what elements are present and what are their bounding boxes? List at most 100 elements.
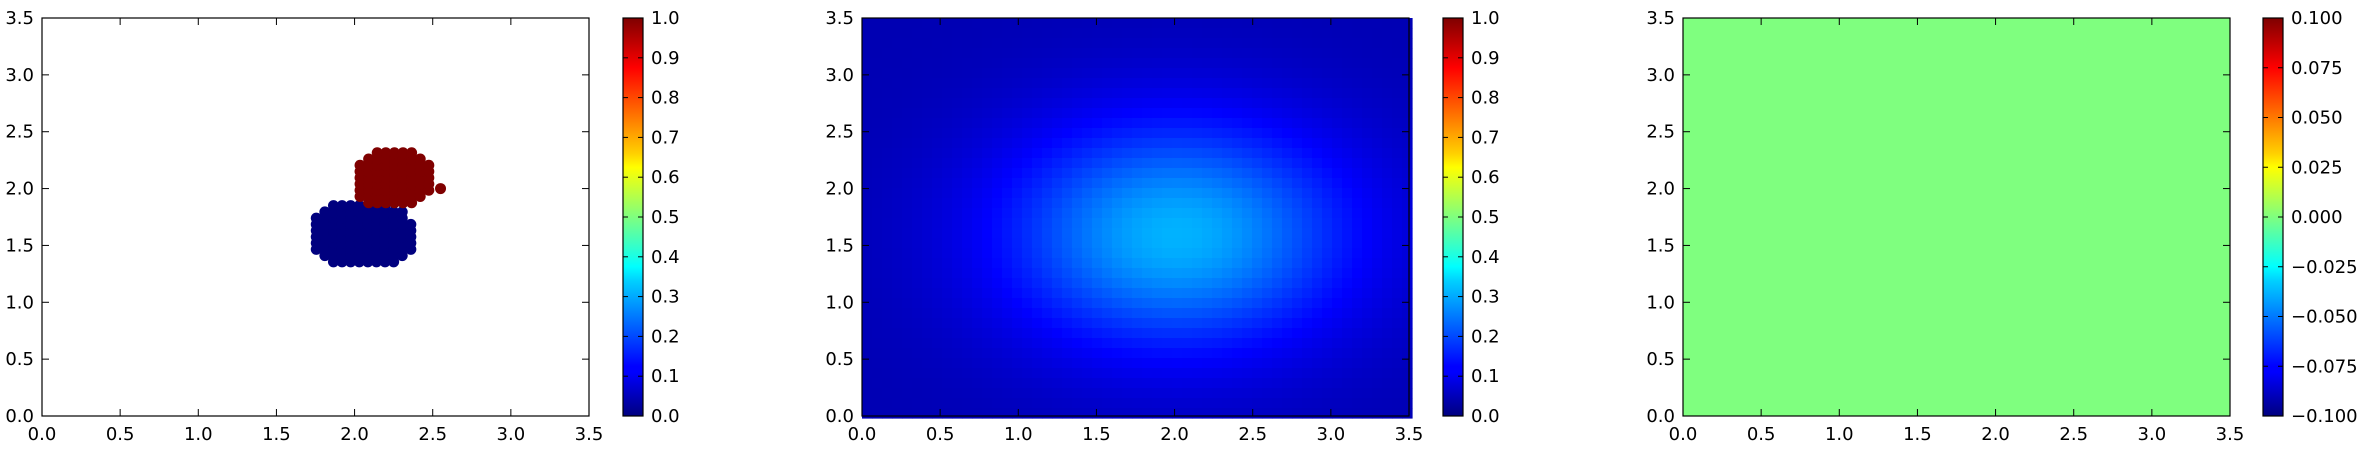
heatmap-cell [1352, 378, 1363, 389]
heatmap-cell [922, 358, 933, 369]
heatmap-cell [1362, 78, 1373, 89]
heatmap-cell [912, 98, 923, 109]
heatmap-cell [1402, 228, 1413, 239]
heatmap-cell [1232, 228, 1243, 239]
heatmap-cell [1272, 68, 1283, 79]
heatmap-cell [1092, 118, 1103, 129]
heatmap-cell [992, 98, 1003, 109]
heatmap-cell [1312, 208, 1323, 219]
heatmap-cell [1142, 118, 1153, 129]
heatmap-cell [1192, 208, 1203, 219]
heatmap-cell [882, 258, 893, 269]
heatmap-cell [1252, 68, 1263, 79]
heatmap-cell [1302, 78, 1313, 89]
heatmap-cell [1002, 138, 1013, 149]
heatmap-cell [1212, 188, 1223, 199]
heatmap-cell [1322, 118, 1333, 129]
heatmap-cell [1282, 258, 1293, 269]
heatmap-cell [1162, 88, 1173, 99]
heatmap-cell [1282, 158, 1293, 169]
heatmap-cell [1382, 278, 1393, 289]
heatmap-cell [1012, 408, 1023, 419]
heatmap-cell [1272, 168, 1283, 179]
heatmap-cell [1272, 208, 1283, 219]
heatmap-cell [1152, 98, 1163, 109]
heatmap-cell [1162, 288, 1173, 299]
heatmap-cell [1242, 98, 1253, 109]
heatmap-cell [1002, 228, 1013, 239]
heatmap-cell [952, 318, 963, 329]
heatmap-cell [1052, 238, 1063, 249]
heatmap-cell [1162, 318, 1173, 329]
heatmap-cell [1372, 118, 1383, 129]
heatmap-cell [1352, 348, 1363, 359]
heatmap-cell [1022, 248, 1033, 259]
heatmap-cell [1382, 348, 1393, 359]
heatmap-cell [1192, 278, 1203, 289]
heatmap-cell [952, 278, 963, 289]
heatmap-cell [1112, 38, 1123, 49]
heatmap-cell [1332, 48, 1343, 59]
heatmap-cell [1322, 238, 1333, 249]
heatmap-cell [992, 228, 1003, 239]
heatmap-cell [1392, 28, 1403, 39]
heatmap-cell [1112, 358, 1123, 369]
heatmap-cell [1182, 238, 1193, 249]
heatmap-cell [1302, 208, 1313, 219]
heatmap-cell [1102, 298, 1113, 309]
heatmap-cell [942, 18, 953, 29]
heatmap-cell [1182, 158, 1193, 169]
heatmap-cell [932, 318, 943, 329]
heatmap-cell [922, 138, 933, 149]
heatmap-cell [1092, 338, 1103, 349]
heatmap-cell [1242, 128, 1253, 139]
heatmap-cell [1392, 218, 1403, 229]
heatmap-cell [1162, 48, 1173, 59]
heatmap-cell [1392, 168, 1403, 179]
heatmap-cell [1312, 298, 1323, 309]
heatmap-cell [992, 398, 1003, 409]
heatmap-cell [1342, 398, 1353, 409]
heatmap-cell [1082, 88, 1093, 99]
heatmap-cell [1082, 48, 1093, 59]
heatmap-cell [1092, 248, 1103, 259]
heatmap-cell [1292, 68, 1303, 79]
heatmap-cell [1092, 98, 1103, 109]
heatmap-cell [1362, 398, 1373, 409]
heatmap-cell [872, 288, 883, 299]
heatmap-cell [1232, 338, 1243, 349]
heatmap-cell [1052, 358, 1063, 369]
heatmap-cell [982, 298, 993, 309]
heatmap-cell [1352, 308, 1363, 319]
heatmap-cell [912, 318, 923, 329]
heatmap-cell [962, 38, 973, 49]
heatmap-cell [932, 228, 943, 239]
heatmap-cell [1202, 138, 1213, 149]
heatmap-cell [1362, 408, 1373, 419]
heatmap-cell [1372, 298, 1383, 309]
heatmap-cell [1092, 398, 1103, 409]
heatmap-cell [1112, 398, 1123, 409]
heatmap-cell [1342, 378, 1353, 389]
heatmap-cell [942, 308, 953, 319]
heatmap-cell [1022, 298, 1033, 309]
heatmap-cell [1312, 248, 1323, 259]
heatmap-cell [942, 218, 953, 229]
heatmap-cell [1002, 248, 1013, 259]
heatmap-cell [902, 388, 913, 399]
heatmap-cell [862, 18, 873, 29]
heatmap-cell [892, 328, 903, 339]
heatmap-cell [1152, 138, 1163, 149]
heatmap-cell [992, 238, 1003, 249]
heatmap-cell [1002, 48, 1013, 59]
heatmap-cell [932, 338, 943, 349]
heatmap-cell [952, 378, 963, 389]
heatmap-cell [1142, 88, 1153, 99]
left-ytick-label: 3.0 [5, 65, 34, 86]
heatmap-cell [1252, 98, 1263, 109]
heatmap-cell [892, 408, 903, 419]
heatmap-cell [1402, 338, 1413, 349]
heatmap-cell [952, 88, 963, 99]
heatmap-cell [1032, 238, 1043, 249]
heatmap-cell [1052, 288, 1063, 299]
